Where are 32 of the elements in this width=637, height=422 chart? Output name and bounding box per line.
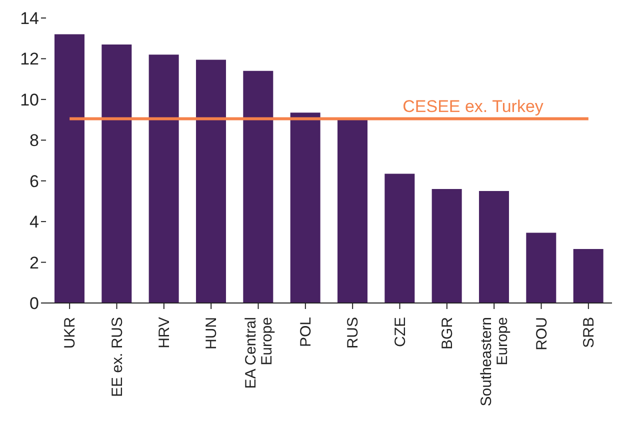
bar	[573, 249, 604, 303]
x-tick-label: HRV	[156, 317, 173, 348]
y-tick-label: 6	[30, 172, 39, 191]
bar	[526, 232, 556, 303]
bar	[384, 174, 415, 303]
bar	[243, 70, 274, 303]
bar	[54, 34, 84, 303]
x-tick-label: EA Central Europe	[242, 317, 276, 389]
bar	[478, 191, 509, 303]
y-tick-label: 14	[20, 9, 39, 28]
x-tick-label: SRB	[580, 317, 598, 348]
x-tick-label: ROU	[533, 317, 550, 350]
bar	[148, 54, 179, 303]
x-tick-label: HUN	[203, 317, 220, 350]
x-tick-label: UKR	[62, 316, 79, 349]
x-tick-label: BGR	[438, 316, 456, 350]
bar	[432, 189, 462, 303]
x-tick-label: Southeastern Europe	[478, 317, 512, 406]
y-tick-label: 8	[30, 131, 39, 150]
ref-line-label: CESEE ex. Turkey	[402, 96, 544, 116]
y-tick-label: 12	[20, 50, 39, 69]
y-tick-label: 0	[30, 294, 39, 314]
x-tick-label: CZE	[392, 317, 409, 347]
y-tick-label: 4	[30, 212, 39, 232]
x-tick-label: EE ex. RUS	[108, 317, 126, 398]
bar	[196, 60, 226, 303]
y-tick-label: 2	[30, 253, 39, 272]
bar	[290, 112, 320, 303]
x-tick-label: RUS	[344, 317, 362, 349]
y-tick-label: 10	[20, 90, 39, 110]
bar	[102, 44, 132, 303]
x-tick-label: POL	[297, 317, 314, 348]
